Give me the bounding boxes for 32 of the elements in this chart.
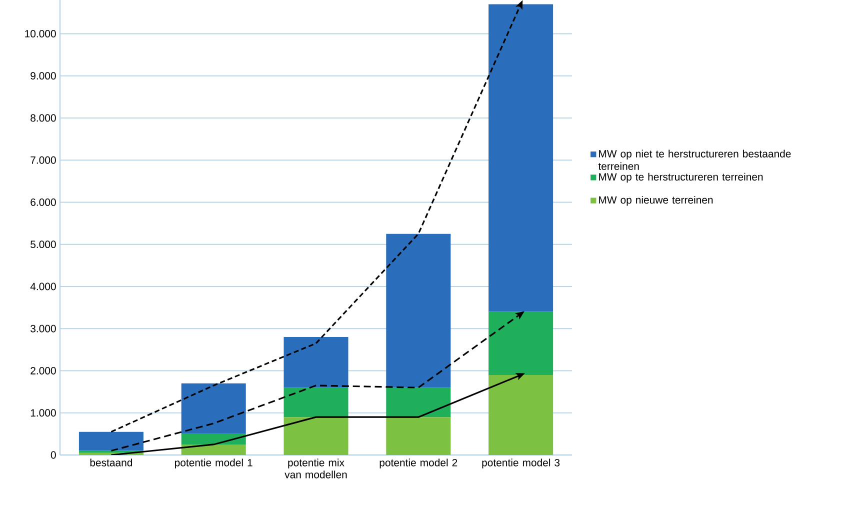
x-tick-label: potentie model 3 (482, 458, 560, 468)
bar (181, 434, 246, 444)
legend-label: MW op te herstructureren terreinen (599, 172, 763, 183)
bar (386, 417, 451, 455)
x-tick-label: potentie mix van modellen (284, 458, 347, 478)
y-tick-label: 4.000 (30, 282, 56, 290)
y-tick-label: 5.000 (30, 240, 56, 248)
bar (386, 388, 451, 418)
y-tick-label: 2.000 (30, 367, 56, 374)
bar (488, 4, 554, 312)
bar (488, 312, 554, 375)
legend-label: MW op niet te herstructureren bestaande terreinen (598, 150, 791, 170)
x-tick-label: potentie model 2 (380, 458, 458, 468)
bar (284, 417, 348, 455)
x-tick-label: bestaand (90, 458, 132, 466)
y-tick-label: 7.000 (30, 156, 56, 164)
bar (78, 432, 144, 451)
bar (284, 388, 348, 418)
bar (284, 337, 348, 388)
y-tick-label: 10.000 (25, 30, 56, 38)
x-tick-label: potentie model 1 (175, 458, 252, 468)
bar (181, 383, 246, 434)
bar (386, 234, 451, 388)
legend-label: MW op nieuwe terreinen (599, 196, 713, 206)
bar (181, 444, 246, 455)
y-tick-label: 9.000 (30, 72, 56, 80)
y-tick-label: 1.000 (30, 409, 56, 417)
bar (488, 374, 554, 455)
y-tick-label: 0 (50, 451, 56, 459)
y-tick-label: 3.000 (30, 324, 56, 332)
y-tick-label: 8.000 (30, 114, 56, 122)
y-tick-label: 6.000 (30, 198, 56, 206)
